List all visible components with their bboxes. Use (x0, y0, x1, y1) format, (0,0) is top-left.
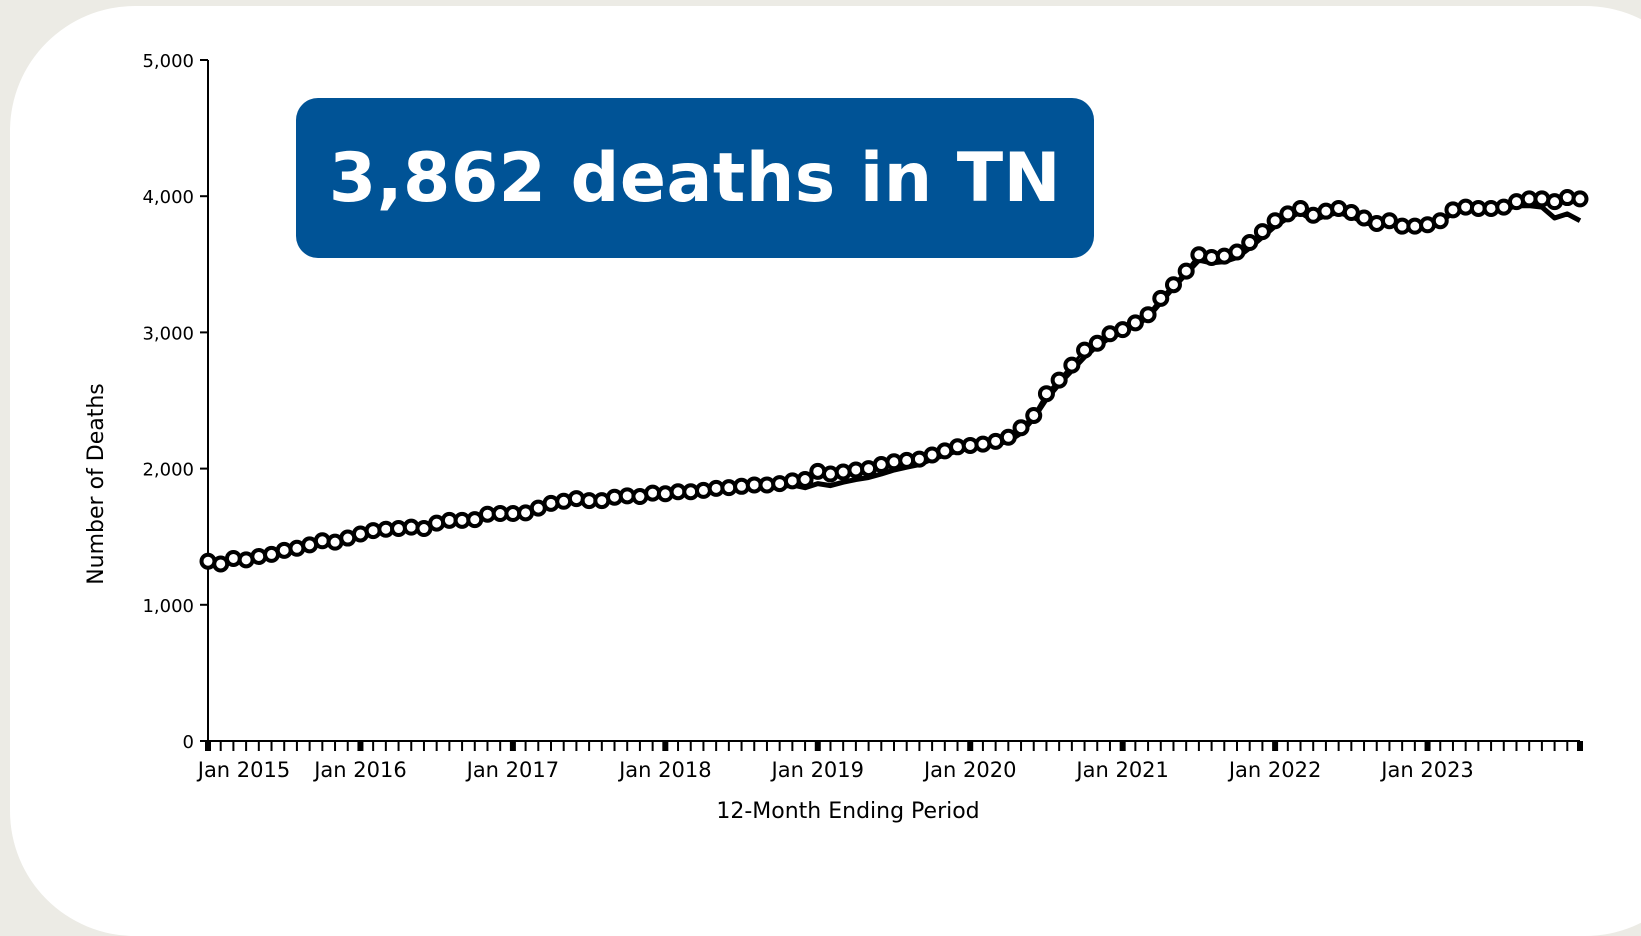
data-point (1012, 419, 1030, 437)
series-line-smooth (207, 203, 1582, 568)
deaths-banner-text: 3,862 deaths in TN (328, 138, 1062, 218)
line-chart: 0 1,000 2,000 3,000 4,000 5,000 Jan 2015 Jan 20… (84, 51, 1589, 824)
data-point (1063, 356, 1081, 374)
data-point (1241, 234, 1259, 252)
data-point (999, 428, 1017, 446)
axes: 0 1,000 2,000 3,000 4,000 5,000 Jan 2015 Jan 20… (142, 51, 1583, 782)
data-point (1037, 385, 1055, 403)
x-tick-label: Jan 2015 (196, 758, 291, 782)
data-point (796, 470, 814, 488)
x-tick-label: Jan 2017 (465, 758, 560, 782)
data-point (1114, 321, 1132, 339)
series-layer (199, 189, 1589, 573)
data-point (1431, 212, 1449, 230)
data-point (1126, 314, 1144, 332)
data-point (1152, 289, 1170, 307)
data-point (1050, 371, 1068, 389)
x-tick-label: Jan 2021 (1074, 758, 1169, 782)
x-tick-label: Jan 2019 (770, 758, 865, 782)
x-axis-label: 12-Month Ending Period (716, 799, 979, 824)
y-tick-label: 4,000 (142, 187, 194, 208)
x-tick-label: Jan 2023 (1379, 758, 1474, 782)
data-point (1139, 306, 1157, 324)
y-tick-label: 1,000 (142, 596, 194, 617)
x-tick-label: Jan 2020 (922, 758, 1017, 782)
data-point (1253, 223, 1271, 241)
y-axis-label: Number of Deaths (84, 383, 109, 585)
x-tick-label: Jan 2022 (1227, 758, 1322, 782)
y-tick-label: 2,000 (142, 460, 194, 481)
y-tick-label: 0 (183, 732, 194, 753)
x-tick-label: Jan 2016 (312, 758, 407, 782)
data-point (1292, 199, 1310, 217)
data-point (1076, 341, 1094, 359)
y-tick-label: 5,000 (142, 51, 194, 72)
deaths-banner: 3,862 deaths in TN (296, 98, 1094, 258)
data-point (1164, 276, 1182, 294)
data-point (1228, 243, 1246, 261)
data-point (1266, 212, 1284, 230)
data-point (1025, 406, 1043, 424)
data-point (1088, 334, 1106, 352)
data-point (1177, 262, 1195, 280)
y-tick-label: 3,000 (142, 323, 194, 344)
x-tick-label: Jan 2018 (617, 758, 712, 782)
data-point (1571, 190, 1589, 208)
